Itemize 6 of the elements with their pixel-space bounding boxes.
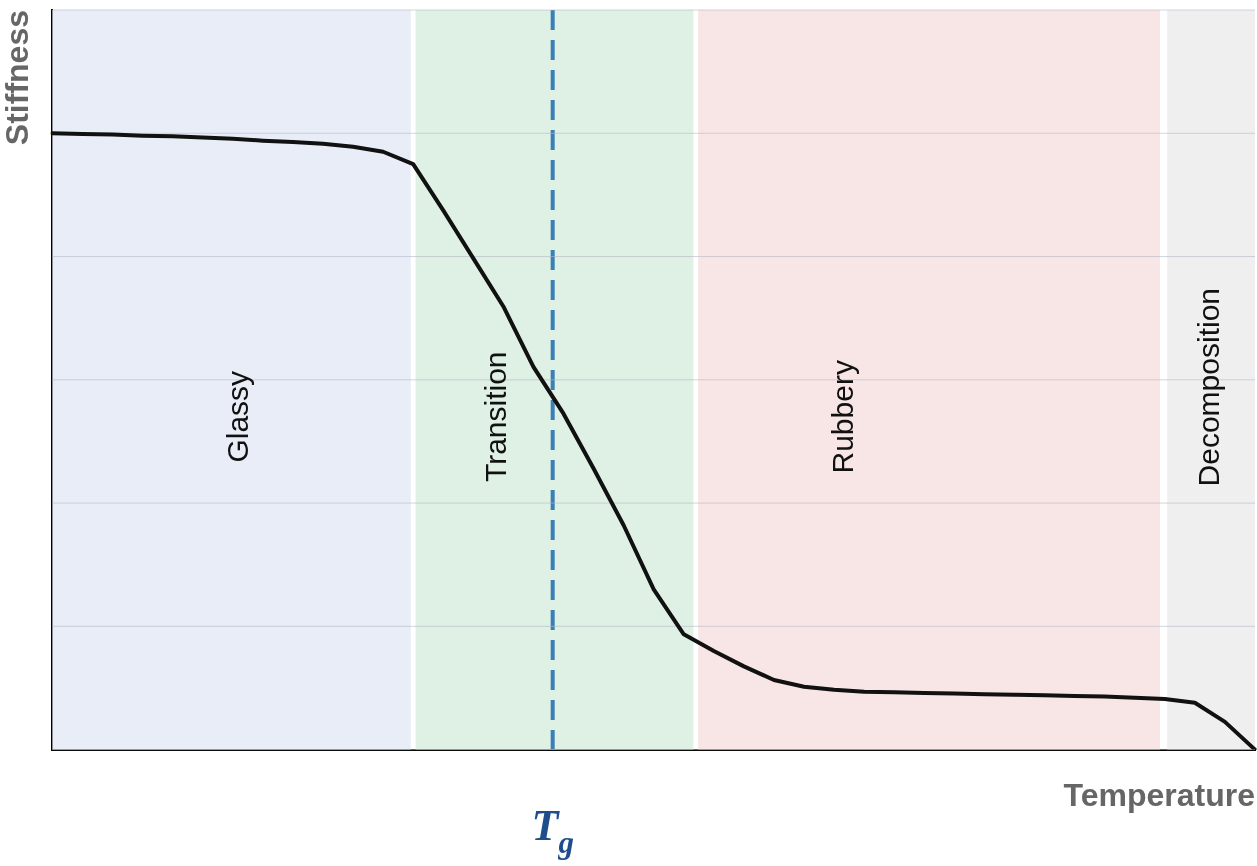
annotation: Decomposition	[1191, 287, 1225, 487]
x-axis-title: Temperature	[1063, 776, 1255, 813]
annotation: Transition	[478, 351, 512, 483]
annotation: Glassy	[221, 370, 255, 463]
y-axis-title: Stiffness	[0, 10, 36, 146]
annotation: Rubbery	[826, 360, 860, 474]
